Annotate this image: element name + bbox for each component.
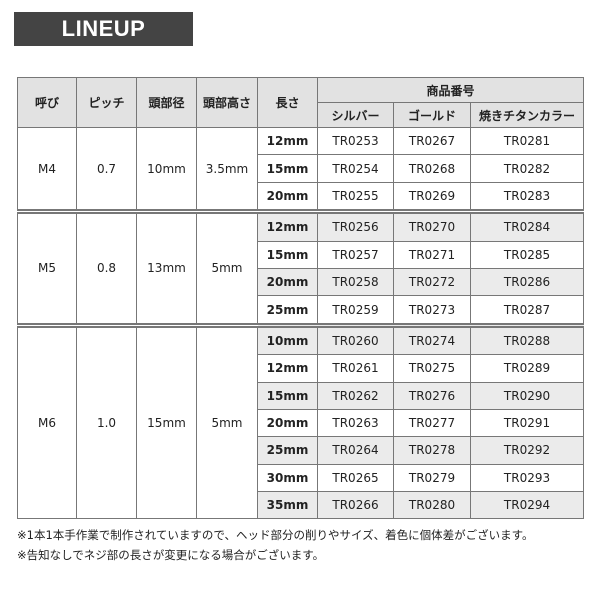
length-cell: 15mm: [257, 381, 318, 410]
part-number-cell: TR0255: [317, 181, 394, 213]
length-cell: 20mm: [257, 408, 318, 438]
part-number-cell: TR0254: [317, 154, 394, 183]
table-row: 35mm TR0266 TR0280 TR0294: [18, 491, 585, 520]
spec-cell: 5mm: [196, 322, 258, 520]
column-subheader: 焼きチタンカラー: [469, 102, 585, 128]
lineup-table: 呼び ピッチ 頭部径 頭部高さ 長さ 商品番号 シルバー ゴールド 焼きチタンカラー M4 0.7…: [17, 77, 585, 520]
table-row: 20mm TR0263 TR0277 TR0291: [18, 408, 585, 438]
length-cell: 15mm: [257, 240, 318, 269]
table-row: M6 1.0 15mm 5mm 10mm TR0260 TR0274 TR0288: [17, 322, 585, 520]
length-cell: 20mm: [257, 267, 318, 297]
part-number-cell: TR0277: [393, 408, 471, 438]
table-head: 呼び ピッチ 頭部径 頭部高さ 長さ 商品番号 シルバー ゴールド 焼きチタンカラー: [17, 77, 585, 128]
note: ※告知なしでネジ部の長さが変更になる場合がございます。: [17, 548, 325, 562]
part-number-cell: TR0262: [317, 381, 394, 410]
note: ※1本1本手作業で制作されていますので、ヘッド部分の削りやサイズ、着色に個体差が…: [17, 528, 534, 542]
part-number-cell: TR0280: [393, 491, 471, 520]
table-row: 15mm TR0254 TR0268 TR0282: [18, 154, 585, 183]
part-number-cell: TR0284: [469, 209, 585, 242]
part-number-cell: TR0268: [393, 154, 471, 183]
part-number-cell: TR0263: [317, 408, 394, 438]
length-cell: 12mm: [257, 209, 318, 242]
spec-cell: 15mm: [136, 322, 197, 520]
spec-cell: M5: [17, 209, 77, 326]
column-header: 長さ: [257, 77, 318, 128]
length-cell: 12mm: [257, 354, 318, 383]
part-number-cell: TR0291: [469, 408, 585, 438]
column-header: 頭部径: [136, 77, 197, 128]
header-row: 呼び ピッチ 頭部径 頭部高さ 長さ 商品番号: [17, 77, 585, 128]
column-header: ピッチ: [76, 77, 137, 128]
part-number-cell: TR0294: [469, 491, 585, 520]
length-cell: 30mm: [257, 463, 318, 493]
part-number-cell: TR0276: [393, 381, 471, 410]
spec-cell: 10mm: [136, 126, 197, 213]
part-number-cell: TR0265: [317, 463, 394, 493]
spec-cell: 1.0: [76, 322, 137, 520]
part-number-cell: TR0279: [393, 463, 471, 493]
part-number-cell: TR0260: [317, 322, 394, 356]
part-number-cell: TR0286: [469, 267, 585, 297]
part-number-cell: TR0266: [317, 491, 394, 520]
group-header: 商品番号: [316, 77, 585, 103]
length-cell: 15mm: [257, 154, 318, 183]
part-number-cell: TR0261: [317, 354, 394, 383]
spec-cell: 5mm: [196, 209, 258, 326]
length-cell: 25mm: [257, 436, 318, 465]
part-number-cell: TR0270: [393, 209, 471, 242]
length-cell: 35mm: [257, 491, 318, 520]
length-cell: 25mm: [257, 295, 318, 326]
part-number-cell: TR0275: [393, 354, 471, 383]
spec-cell: M6: [17, 322, 77, 520]
spec-cell: 0.8: [76, 209, 137, 326]
part-number-cell: TR0267: [393, 126, 471, 156]
spec-cell: M4: [17, 126, 77, 213]
spec-cell: 3.5mm: [196, 126, 258, 213]
part-number-cell: TR0285: [469, 240, 585, 269]
column-header: 呼び: [17, 77, 77, 128]
part-number-cell: TR0271: [393, 240, 471, 269]
subheader-row: シルバー ゴールド 焼きチタンカラー: [18, 102, 585, 128]
part-number-cell: TR0283: [469, 181, 585, 213]
part-number-cell: TR0257: [317, 240, 394, 269]
column-subheader: ゴールド: [393, 102, 471, 128]
part-number-cell: TR0287: [469, 295, 585, 326]
part-number-cell: TR0281: [469, 126, 585, 156]
part-number-cell: TR0272: [393, 267, 471, 297]
part-number-cell: TR0273: [393, 295, 471, 326]
part-number-cell: TR0256: [317, 209, 394, 242]
banner-title: LINEUP: [14, 12, 193, 46]
part-number-cell: TR0290: [469, 381, 585, 410]
spec-cell: 0.7: [76, 126, 137, 213]
part-number-cell: TR0289: [469, 354, 585, 383]
part-number-cell: TR0264: [317, 436, 394, 465]
table-row: M5 0.8 13mm 5mm 12mm TR0256 TR0270 TR0284: [17, 209, 585, 326]
spec-cell: 13mm: [136, 209, 197, 326]
part-number-cell: TR0292: [469, 436, 585, 465]
table-row: M4 0.7 10mm 3.5mm 12mm TR0253 TR0267 TR0281: [17, 126, 585, 213]
part-number-cell: TR0259: [317, 295, 394, 326]
part-number-cell: TR0293: [469, 463, 585, 493]
part-number-cell: TR0253: [317, 126, 394, 156]
table-row: 20mm TR0255 TR0269 TR0283: [18, 181, 585, 213]
column-subheader: シルバー: [317, 102, 394, 128]
part-number-cell: TR0258: [317, 267, 394, 297]
part-number-cell: TR0278: [393, 436, 471, 465]
table-row: 15mm TR0257 TR0271 TR0285: [18, 240, 585, 269]
column-header: 頭部高さ: [196, 77, 258, 128]
part-number-cell: TR0288: [469, 322, 585, 356]
part-number-cell: TR0274: [393, 322, 471, 356]
table-row: 25mm TR0264 TR0278 TR0292: [18, 436, 585, 465]
length-cell: 10mm: [257, 322, 318, 356]
part-number-cell: TR0269: [393, 181, 471, 213]
part-number-cell: TR0282: [469, 154, 585, 183]
length-cell: 20mm: [257, 181, 318, 213]
table-body: M4 0.7 10mm 3.5mm 12mm TR0253 TR0267 TR0281 15mm…: [17, 126, 585, 520]
table-row: 20mm TR0258 TR0272 TR0286: [18, 267, 585, 297]
length-cell: 12mm: [257, 126, 318, 156]
